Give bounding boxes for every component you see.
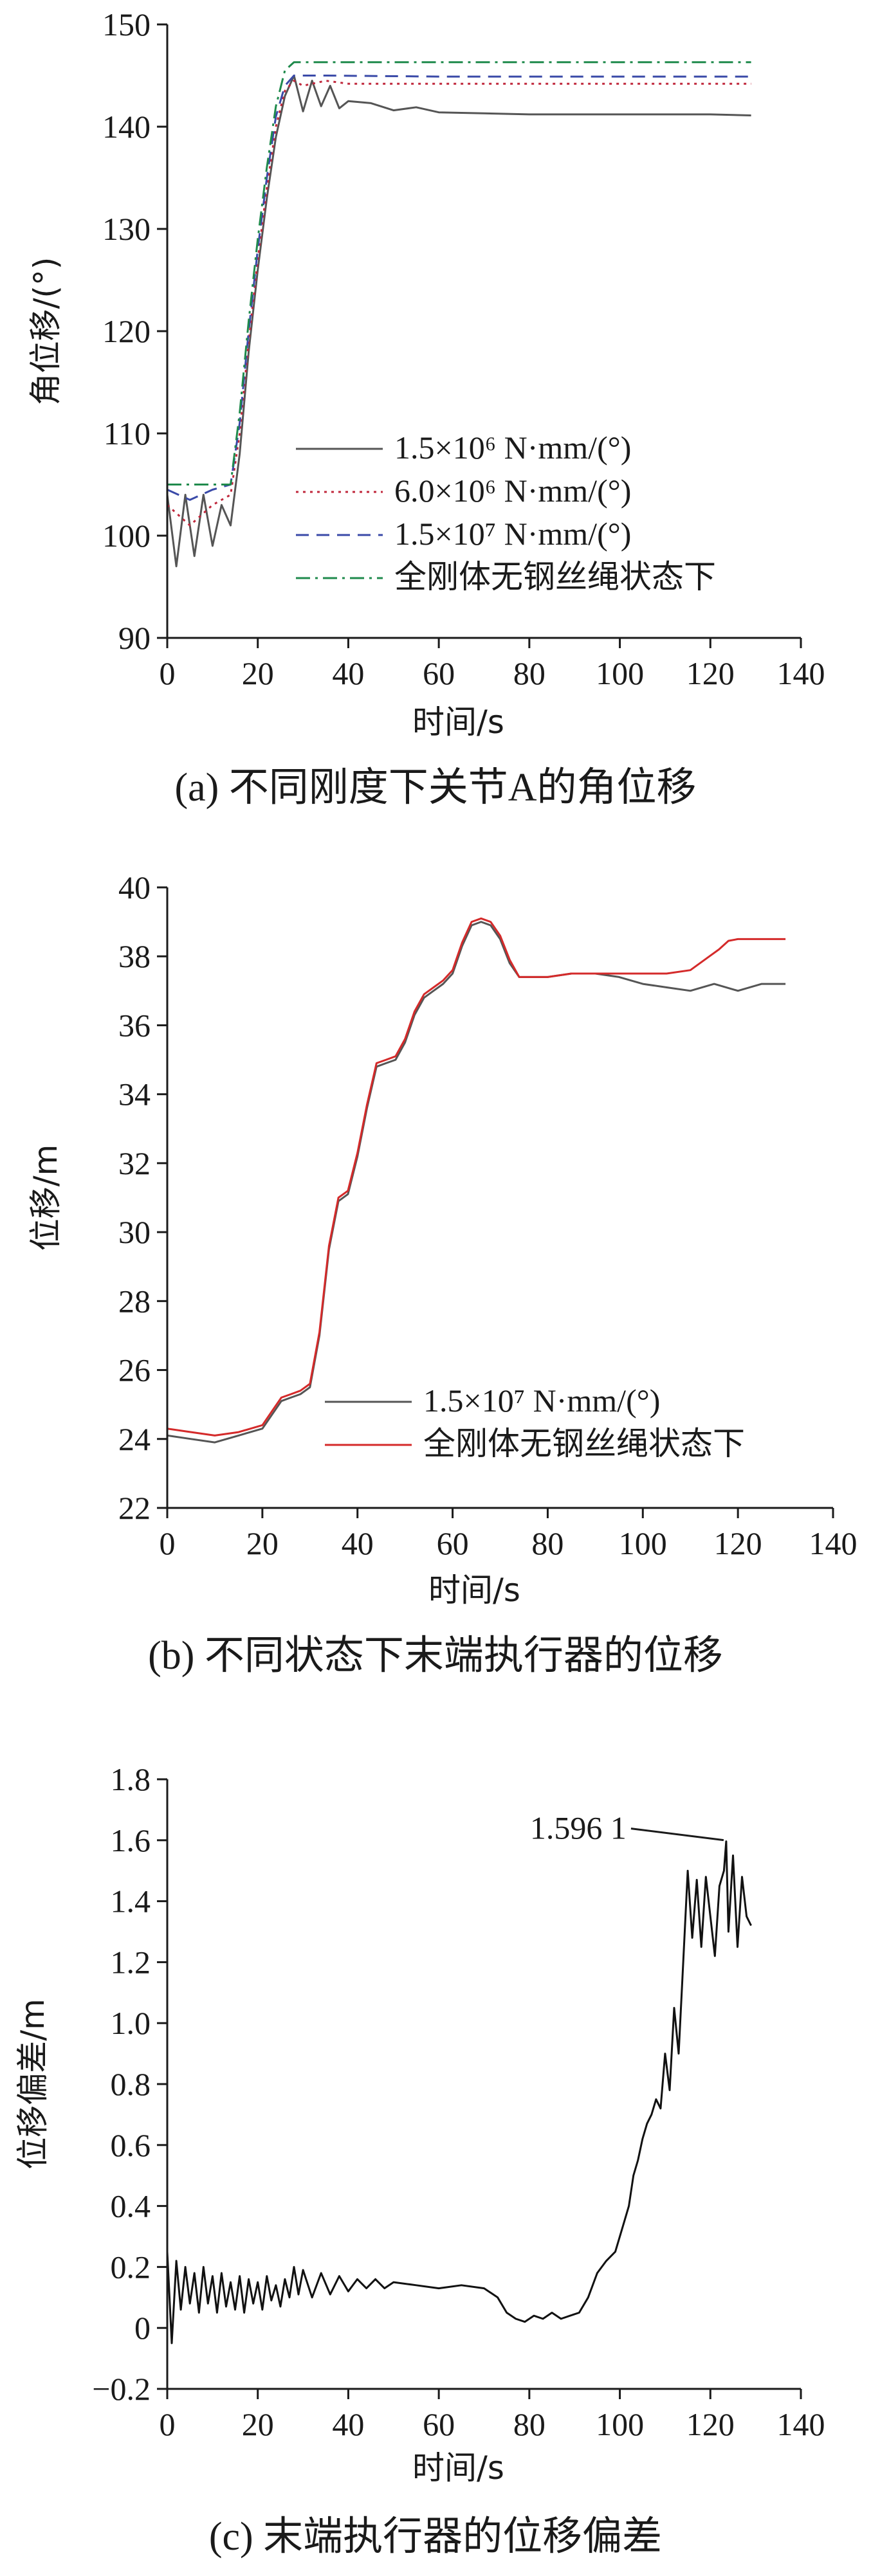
y-tick-label: 40 [118,869,151,905]
y-tick-label: 110 [104,415,151,451]
series-line-0 [167,75,751,568]
series-line-2 [167,75,751,501]
x-tick-label: 80 [531,1525,564,1561]
y-tick-label: 36 [118,1007,151,1043]
y-tick-label: 1.6 [111,1822,151,1858]
y-tick-label: 90 [118,620,151,656]
y-tick-label: 0 [134,2310,151,2346]
series-group [167,61,751,568]
y-tick-label: 1.4 [111,1883,151,1919]
y-axis-title: 角位移/(°) [27,257,64,406]
y-tick-label: 130 [102,211,151,247]
series-line-1 [167,80,751,527]
x-tick-label: 20 [242,655,274,691]
y-tick-label: 0.8 [111,2066,151,2102]
legend-label-0: 1.5×10⁷ N·mm/(°) [423,1383,660,1419]
y-tick-label: 100 [102,518,151,554]
x-tick-label: 120 [714,1525,762,1561]
x-tick-label: 80 [513,655,546,691]
y-axis-title: 位移/m [27,1145,64,1251]
x-tick-label: 140 [777,655,825,691]
legend-label-1: 6.0×10⁶ N·mm/(°) [394,473,631,509]
legend-label-1: 全刚体无钢丝绳状态下 [423,1426,745,1462]
x-tick-label: 100 [596,655,644,691]
figure-caption: (a) 不同刚度下关节A的角位移 [174,766,696,810]
y-tick-label: 28 [118,1283,151,1319]
y-tick-label: 38 [118,938,151,974]
y-tick-label: 0.4 [111,2188,151,2224]
x-axis-title: 时间/s [412,2449,504,2487]
chart-1: 0 20 40 60 80 100 120 140 22 24 26 28 30 32 34 36 38 40 时间… [27,869,857,1678]
x-tick-label: 40 [342,1525,374,1561]
x-tick-label: 120 [686,655,735,691]
y-tick-label: 0.2 [111,2249,151,2285]
figure-caption: (c) 末端执行器的位移偏差 [209,2515,662,2559]
y-tick-label: 120 [102,313,151,349]
series-line-0 [167,1840,752,2345]
series-line-1 [167,917,786,1437]
x-tick-label: 60 [437,1525,469,1561]
chart-0: 0 20 40 60 80 100 120 140 90 100 110 120 130 140 150 时间… [27,6,825,810]
x-tick-label: 140 [809,1525,857,1561]
y-tick-label: 34 [118,1076,151,1112]
y-tick-label: 26 [118,1352,151,1388]
y-tick-label: 150 [102,6,151,42]
y-tick-label: 0.6 [111,2127,151,2163]
x-tick-label: 40 [332,2406,364,2442]
x-tick-label: 0 [160,655,176,691]
annotation-label: 1.596 1 [530,1810,627,1846]
x-tick-label: 80 [513,2406,546,2442]
x-tick-label: 120 [686,2406,735,2442]
y-tick-label: 1.0 [111,2005,151,2041]
x-tick-label: 0 [160,2406,176,2442]
figure-caption: (b) 不同状态下末端执行器的位移 [148,1634,723,1678]
y-tick-label: 140 [102,109,151,145]
y-tick-label: 1.8 [111,1761,151,1797]
legend-label-2: 1.5×10⁷ N·mm/(°) [394,516,631,552]
x-tick-label: 140 [777,2406,825,2442]
x-axis-title: 时间/s [428,1572,520,1609]
series-line-0 [167,921,786,1444]
legend-label-3: 全刚体无钢丝绳状态下 [394,559,716,595]
x-tick-label: 0 [160,1525,176,1561]
y-tick-label: −0.2 [92,2371,151,2407]
y-tick-label: 32 [118,1145,151,1181]
x-tick-label: 20 [246,1525,279,1561]
y-axis-title: 位移偏差/m [14,1999,51,2170]
x-tick-label: 20 [242,2406,274,2442]
x-tick-label: 60 [423,655,455,691]
x-tick-label: 60 [423,2406,455,2442]
y-tick-label: 22 [118,1490,151,1526]
legend-label-0: 1.5×10⁶ N·mm/(°) [394,430,631,466]
x-axis-title: 时间/s [412,703,504,741]
chart-2: 0 20 40 60 80 100 120 140−0.200.20.40.60.81.01.… [14,1761,825,2559]
series-line-3 [167,61,751,485]
y-tick-label: 1.2 [111,1944,151,1980]
x-tick-label: 100 [596,2406,644,2442]
series-group [167,1840,752,2345]
annotation-leader [630,1828,724,1842]
y-tick-label: 24 [118,1421,151,1457]
series-group [167,917,786,1444]
x-tick-label: 40 [332,655,364,691]
y-tick-label: 30 [118,1214,151,1250]
x-tick-label: 100 [619,1525,667,1561]
